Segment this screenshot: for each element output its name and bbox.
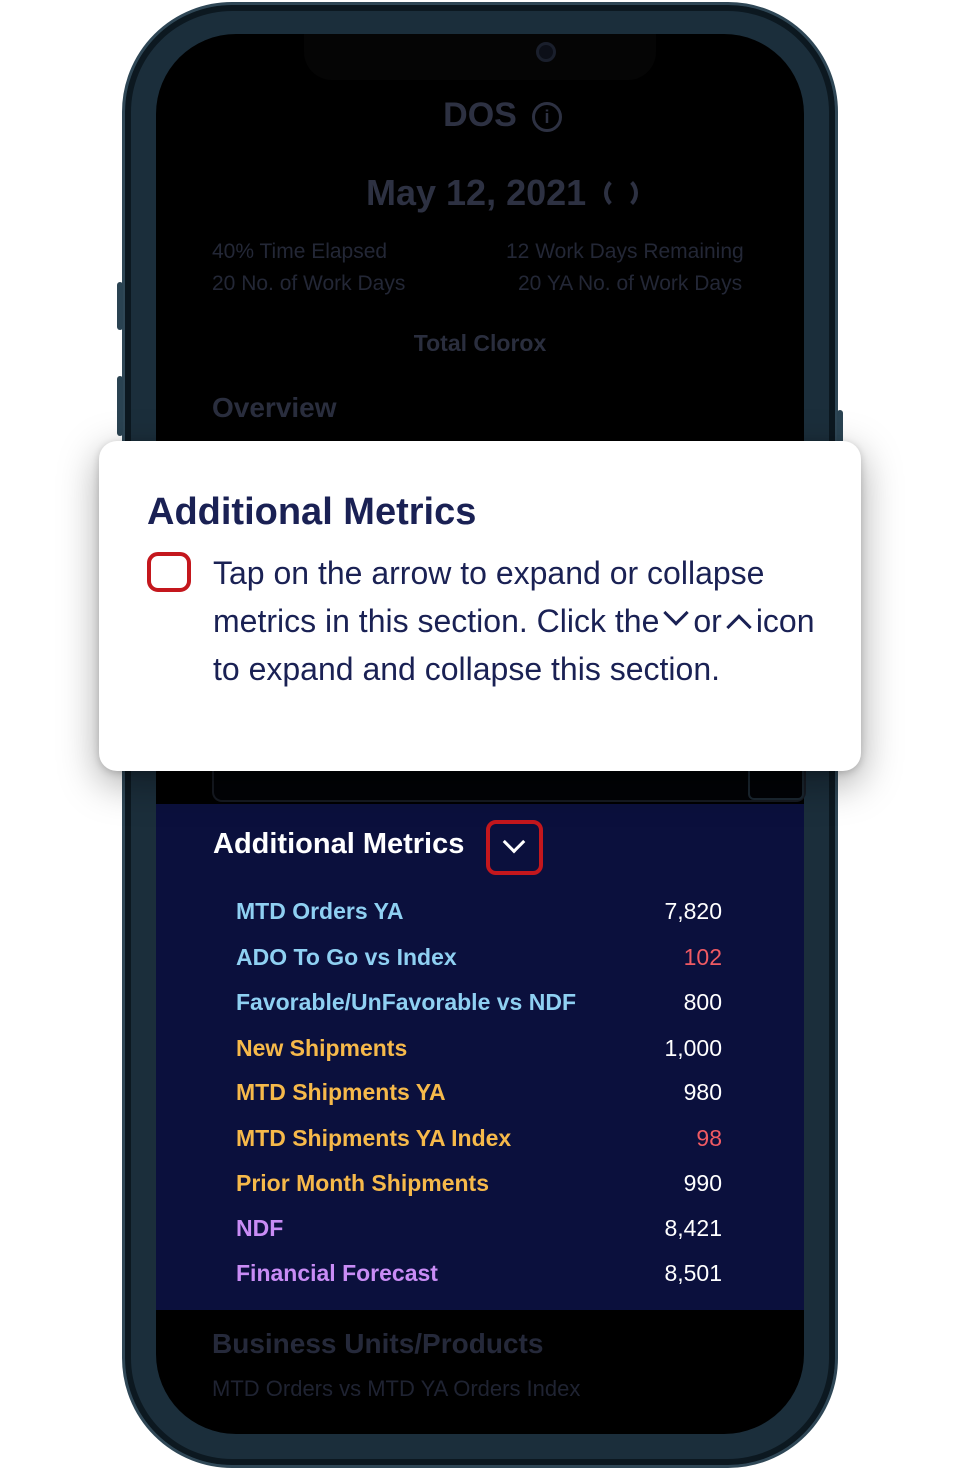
- tooltip-text-or: or: [693, 603, 722, 639]
- chevron-down-icon: [502, 830, 526, 854]
- metric-value: 1,000: [664, 1035, 722, 1061]
- silent-switch: [117, 282, 123, 330]
- metric-label: ADO To Go vs Index: [236, 944, 457, 970]
- metric-value: 8,421: [664, 1215, 722, 1241]
- brand-label: Total Clorox: [413, 330, 547, 356]
- metric-row: MTD Shipments YA Index 98: [236, 1125, 722, 1157]
- metric-value: 990: [683, 1170, 722, 1196]
- metric-row: MTD Orders YA 7,820: [236, 898, 722, 930]
- onboarding-tooltip: Additional Metrics Tap on the arrow to e…: [99, 441, 861, 771]
- metric-label: Favorable/UnFavorable vs NDF: [236, 989, 576, 1015]
- business-units-subtitle: MTD Orders vs MTD YA Orders Index: [212, 1376, 581, 1401]
- time-elapsed: 40% Time Elapsed: [212, 240, 388, 263]
- power-button: [837, 410, 843, 444]
- metric-label: Financial Forecast: [236, 1260, 438, 1286]
- report-date: May 12, 2021: [366, 172, 587, 213]
- metric-value: 8,501: [664, 1260, 722, 1286]
- tooltip-text-2: icon to expand and collapse this section…: [213, 603, 815, 687]
- chevron-up-icon: [726, 614, 752, 640]
- metric-row: Favorable/UnFavorable vs NDF 800: [236, 989, 722, 1021]
- refresh-icon[interactable]: [604, 176, 638, 210]
- additional-metrics-title: Additional Metrics: [213, 828, 465, 860]
- metric-row: Financial Forecast 8,501: [236, 1260, 722, 1292]
- metric-label: MTD Shipments YA: [236, 1079, 446, 1105]
- tooltip-title: Additional Metrics: [147, 491, 477, 533]
- metric-row: New Shipments 1,000: [236, 1035, 722, 1067]
- metric-row: Prior Month Shipments 990: [236, 1170, 722, 1202]
- volume-up-button: [117, 376, 123, 436]
- metric-value: 800: [683, 989, 722, 1015]
- highlight-marker-icon: [147, 552, 191, 592]
- metric-value: 102: [683, 944, 722, 970]
- page-title: DOS: [443, 96, 517, 134]
- metric-row: NDF 8,421: [236, 1215, 722, 1247]
- metric-row: ADO To Go vs Index 102: [236, 944, 722, 976]
- notch: [304, 34, 656, 80]
- ya-work-days: 20 YA No. of Work Days: [518, 272, 743, 295]
- metric-label: MTD Shipments YA Index: [236, 1125, 512, 1151]
- metric-value: 980: [683, 1079, 722, 1105]
- metric-row: MTD Shipments YA 980: [236, 1079, 722, 1111]
- metric-label: Prior Month Shipments: [236, 1170, 489, 1196]
- work-days-remaining: 12 Work Days Remaining: [506, 240, 744, 263]
- tooltip-text: Tap on the arrow to expand or collapse m…: [213, 549, 833, 693]
- camera-icon: [536, 42, 556, 62]
- metric-label: MTD Orders YA: [236, 898, 404, 924]
- business-units-heading: Business Units/Products: [212, 1328, 544, 1359]
- metric-value: 98: [696, 1125, 722, 1151]
- overview-heading: Overview: [212, 392, 337, 423]
- metric-label: NDF: [236, 1215, 284, 1241]
- metric-value: 7,820: [664, 898, 722, 924]
- info-icon[interactable]: i: [532, 102, 562, 132]
- additional-metrics-panel: [156, 804, 804, 1310]
- expand-collapse-button[interactable]: [486, 820, 543, 875]
- metric-label: New Shipments: [236, 1035, 408, 1061]
- tooltip-text-1: Tap on the arrow to expand or collapse m…: [213, 555, 765, 639]
- work-days: 20 No. of Work Days: [212, 272, 406, 295]
- chevron-down-icon: [663, 600, 690, 626]
